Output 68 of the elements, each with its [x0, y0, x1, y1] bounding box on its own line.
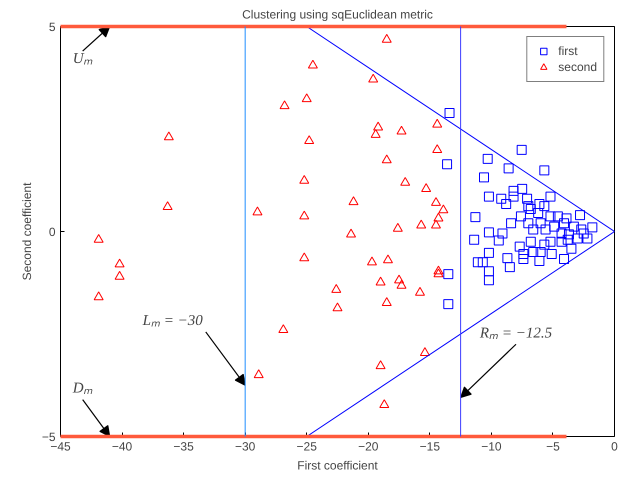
point — [373, 122, 384, 130]
point — [400, 177, 410, 186]
point — [348, 196, 359, 206]
point — [396, 126, 407, 135]
point — [94, 291, 104, 300]
point — [379, 399, 390, 408]
point — [433, 266, 444, 274]
point — [299, 252, 310, 262]
y-tick-label: 0 — [48, 225, 56, 239]
x-tick-label: −15 — [420, 440, 440, 454]
point — [114, 258, 125, 268]
point — [392, 222, 403, 232]
point — [421, 183, 432, 192]
x-tick-label: −5 — [546, 440, 560, 454]
y-tick-label: 5 — [48, 20, 56, 34]
point — [438, 204, 448, 214]
x-tick-label: −40 — [112, 440, 133, 454]
x-axis-title: First coefficient — [297, 458, 378, 472]
point — [382, 34, 392, 43]
point — [278, 324, 288, 333]
annotation: Uₘ — [72, 51, 93, 68]
point — [114, 270, 125, 280]
legend-label: second — [558, 59, 597, 75]
point — [280, 100, 290, 110]
point — [432, 118, 442, 128]
annotation: Dₘ — [72, 380, 93, 397]
point — [304, 135, 314, 144]
y-axis-title: Second coefficient — [20, 182, 34, 280]
point — [382, 154, 392, 164]
x-tick-label: −30 — [234, 440, 256, 454]
point — [252, 206, 262, 216]
point — [430, 197, 441, 206]
point — [299, 174, 310, 184]
point — [368, 74, 378, 82]
x-tick-label: −25 — [296, 440, 318, 454]
point — [432, 144, 442, 154]
x-tick-label: −20 — [358, 440, 379, 454]
point — [366, 256, 377, 266]
point — [164, 132, 174, 140]
point — [299, 210, 310, 220]
point — [430, 220, 441, 228]
point — [346, 228, 356, 238]
point — [394, 274, 404, 284]
point — [396, 280, 407, 289]
chart-title: Clustering using sqEuclidean metric — [242, 8, 433, 22]
point — [370, 129, 381, 138]
point — [420, 347, 430, 356]
legend-label: first — [558, 43, 578, 59]
point — [254, 369, 264, 378]
point — [332, 302, 342, 312]
point — [308, 60, 318, 69]
point — [433, 212, 444, 222]
point — [94, 234, 104, 243]
point — [331, 284, 342, 293]
point — [416, 220, 426, 228]
annotation: Lₘ = −30 — [142, 312, 204, 329]
point — [376, 276, 386, 286]
point — [376, 360, 386, 370]
annotation: Rₘ = −12.5 — [478, 325, 553, 342]
x-tick-label: −35 — [173, 440, 194, 454]
point — [302, 93, 312, 102]
point — [382, 254, 393, 264]
point — [433, 268, 444, 278]
x-tick-label: −10 — [481, 440, 502, 454]
point — [162, 201, 173, 210]
point — [414, 286, 425, 296]
x-tick-label: 0 — [611, 440, 618, 454]
point — [382, 297, 392, 306]
